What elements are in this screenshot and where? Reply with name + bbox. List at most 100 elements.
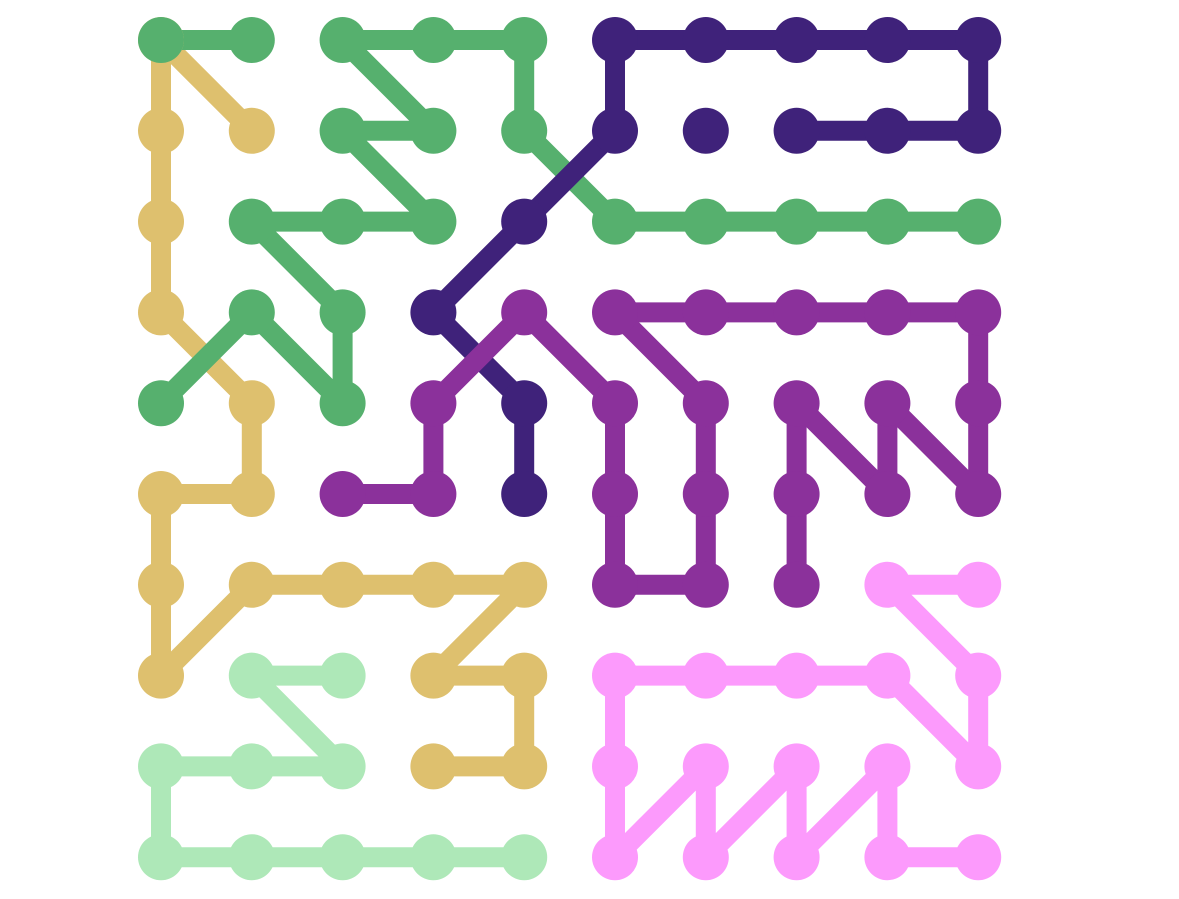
cell-dot-sand[interactable] [410,652,457,699]
cell-dot-indigo[interactable] [410,289,457,336]
cell-dot-mint[interactable] [501,834,548,881]
cell-dot-purple[interactable] [592,289,638,336]
cell-dot-purple[interactable] [682,380,729,427]
cell-dot-green[interactable] [410,198,457,245]
cell-dot-pink[interactable] [864,561,911,608]
cell-dot-mint[interactable] [319,652,366,699]
cell-dot-sand[interactable] [138,652,184,699]
cell-dot-purple[interactable] [592,561,638,608]
cell-dot-mint[interactable] [228,743,275,790]
cell-dot-indigo[interactable] [864,17,911,63]
cell-dot-pink[interactable] [682,834,729,881]
cell-dot-sand[interactable] [138,561,184,608]
cell-dot-purple[interactable] [592,380,638,427]
cell-dot-green[interactable] [773,198,820,245]
cell-dot-indigo[interactable] [955,107,1002,154]
cell-dot-green[interactable] [682,198,729,245]
cell-dot-indigo[interactable] [501,380,548,427]
cell-dot-pink[interactable] [864,834,911,881]
cell-dot-pink[interactable] [682,652,729,699]
cell-dot-sand[interactable] [228,561,275,608]
cell-dot-green[interactable] [138,380,184,427]
cell-dot-sand[interactable] [501,652,548,699]
cell-dot-sand[interactable] [228,107,275,154]
cell-dot-purple[interactable] [773,471,820,517]
cell-dot-indigo[interactable] [864,107,911,154]
cell-dot-green[interactable] [319,380,366,427]
cell-dot-purple[interactable] [955,380,1002,427]
cell-dot-purple[interactable] [955,289,1002,336]
cell-dot-sand[interactable] [319,561,366,608]
cell-dot-pink[interactable] [955,561,1002,608]
cell-dot-pink[interactable] [955,652,1002,699]
cell-dot-purple[interactable] [501,289,548,336]
cell-dot-green[interactable] [228,17,275,63]
cell-dot-green[interactable] [410,17,457,63]
cell-dot-sand[interactable] [138,107,184,154]
cell-dot-sand[interactable] [228,380,275,427]
cell-dot-green[interactable] [319,198,366,245]
cell-dot-indigo[interactable] [682,107,729,154]
cell-dot-green[interactable] [501,107,548,154]
cell-dot-green[interactable] [410,107,457,154]
cell-dot-pink[interactable] [682,743,729,790]
cell-dot-purple[interactable] [319,471,366,517]
cell-dot-green[interactable] [228,289,275,336]
cell-dot-purple[interactable] [410,380,457,427]
cell-dot-pink[interactable] [592,743,638,790]
cell-dot-mint[interactable] [410,834,457,881]
cell-dot-pink[interactable] [773,834,820,881]
cell-dot-sand[interactable] [138,289,184,336]
cell-dot-green[interactable] [228,198,275,245]
cell-dot-mint[interactable] [228,834,275,881]
cell-dot-purple[interactable] [955,471,1002,517]
cell-dot-green[interactable] [501,17,548,63]
cell-dot-pink[interactable] [864,743,911,790]
cell-dot-mint[interactable] [319,743,366,790]
cell-dot-pink[interactable] [864,652,911,699]
cell-dot-purple[interactable] [682,561,729,608]
cell-dot-green[interactable] [319,289,366,336]
cell-dot-green[interactable] [864,198,911,245]
cell-dot-indigo[interactable] [501,471,548,517]
cell-dot-green[interactable] [319,107,366,154]
cell-dot-mint[interactable] [138,834,184,881]
cell-dot-green[interactable] [955,198,1002,245]
cell-dot-pink[interactable] [955,743,1002,790]
cell-dot-sand[interactable] [501,561,548,608]
cell-dot-green[interactable] [592,198,638,245]
cell-dot-sand[interactable] [138,471,184,517]
cell-dot-purple[interactable] [410,471,457,517]
cell-dot-pink[interactable] [955,834,1002,881]
cell-dot-sand[interactable] [410,743,457,790]
cell-dot-indigo[interactable] [501,198,548,245]
cell-dot-green[interactable] [319,17,366,63]
cell-dot-pink[interactable] [592,834,638,881]
cell-dot-mint[interactable] [228,652,275,699]
cell-dot-purple[interactable] [773,289,820,336]
cell-dot-mint[interactable] [138,743,184,790]
cell-dot-sand[interactable] [410,561,457,608]
cell-dot-purple[interactable] [864,380,911,427]
cell-dot-pink[interactable] [592,652,638,699]
cell-dot-purple[interactable] [682,471,729,517]
cell-dot-indigo[interactable] [682,17,729,63]
cell-dot-purple[interactable] [682,289,729,336]
cell-dot-green[interactable] [138,17,184,63]
cell-dot-pink[interactable] [773,743,820,790]
cell-dot-purple[interactable] [773,561,820,608]
cell-dot-pink[interactable] [773,652,820,699]
cell-dot-purple[interactable] [864,471,911,517]
cell-dot-sand[interactable] [228,471,275,517]
cell-dot-indigo[interactable] [592,17,638,63]
cell-dot-mint[interactable] [319,834,366,881]
cell-dot-indigo[interactable] [773,107,820,154]
cell-dot-purple[interactable] [773,380,820,427]
cell-dot-sand[interactable] [138,198,184,245]
cell-dot-sand[interactable] [501,743,548,790]
cell-dot-indigo[interactable] [592,107,638,154]
cell-dot-purple[interactable] [592,471,638,517]
cell-dot-indigo[interactable] [955,17,1002,63]
cell-dot-indigo[interactable] [773,17,820,63]
